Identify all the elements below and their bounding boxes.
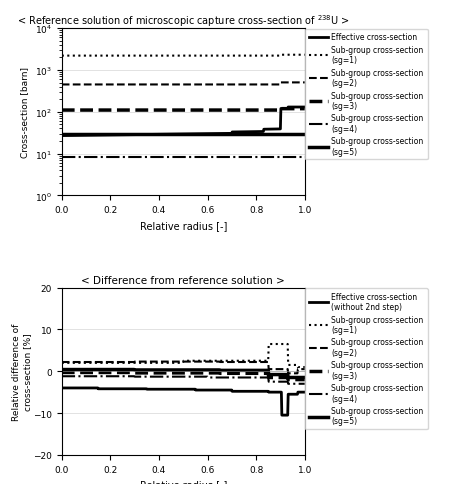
X-axis label: Relative radius [-]: Relative radius [-] [140, 220, 227, 230]
Title: < Reference solution of microscopic capture cross-section of $^{238}$U >: < Reference solution of microscopic capt… [17, 13, 350, 29]
Legend: Effective cross-section, Sub-group cross-section
(sg=1), Sub-group cross-section: Effective cross-section, Sub-group cross… [305, 30, 428, 160]
Legend: Effective cross-section
(without 2nd step), Sub-group cross-section
(sg=1), Sub-: Effective cross-section (without 2nd ste… [305, 288, 428, 429]
Title: < Difference from reference solution >: < Difference from reference solution > [81, 276, 285, 286]
X-axis label: Relative radius [-]: Relative radius [-] [140, 479, 227, 484]
Y-axis label: Relative difference of
cross-section [%]: Relative difference of cross-section [%] [12, 323, 32, 420]
Y-axis label: Cross-section [barn]: Cross-section [barn] [20, 67, 29, 158]
